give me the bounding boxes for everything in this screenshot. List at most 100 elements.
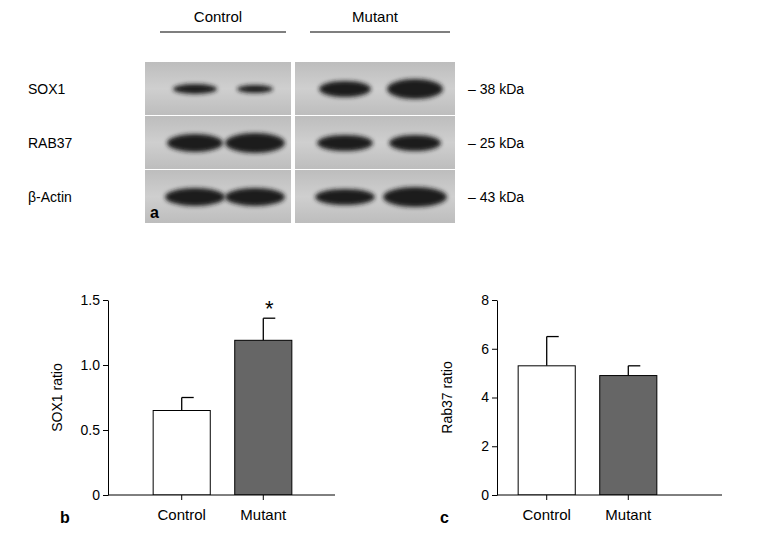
y-tick-mark bbox=[492, 446, 497, 447]
blot-band bbox=[387, 79, 443, 99]
group-label: Mutant bbox=[352, 8, 399, 25]
error-stem bbox=[546, 337, 547, 366]
error-bar bbox=[182, 398, 194, 411]
y-tick: 0.5 bbox=[81, 422, 108, 438]
x-axis: Control Mutant bbox=[108, 495, 335, 523]
error-cap bbox=[547, 336, 559, 337]
blot-band bbox=[317, 135, 373, 151]
blot-band bbox=[225, 133, 285, 153]
x-tick-mark bbox=[546, 495, 547, 500]
figure: ControlMutantSOX1– 38 kDaRAB37– 25 kDaβ-… bbox=[0, 0, 773, 558]
panel-label: a bbox=[150, 204, 159, 221]
y-tick: 1.0 bbox=[81, 357, 108, 373]
y-tick-label: 0 bbox=[92, 487, 100, 503]
plot-area bbox=[153, 318, 292, 495]
y-tick: 6 bbox=[481, 341, 497, 357]
group-line bbox=[310, 31, 450, 32]
x-axis-line bbox=[108, 495, 335, 496]
size-label: – 25 kDa bbox=[468, 135, 524, 151]
y-axis-line bbox=[497, 301, 498, 496]
blot-background bbox=[295, 116, 455, 169]
y-tick-mark bbox=[103, 300, 108, 301]
y-axis-title: Rab37 ratio bbox=[439, 361, 455, 434]
blot-background bbox=[295, 170, 455, 223]
panel-label: b bbox=[60, 509, 70, 526]
x-tick: Mutant bbox=[605, 495, 652, 523]
blot-background bbox=[295, 62, 455, 115]
blot-background bbox=[145, 170, 291, 223]
y-axis: 0 2 4 6 8 bbox=[481, 292, 497, 503]
bar-chart: 0 2 4 6 8 Control Mutant Rab37 ratio c bbox=[439, 292, 722, 526]
bar bbox=[153, 411, 210, 496]
bar bbox=[235, 340, 292, 495]
error-cap bbox=[628, 365, 640, 366]
y-axis-line bbox=[108, 301, 109, 496]
blot-band bbox=[383, 187, 447, 207]
y-tick-mark bbox=[492, 495, 497, 496]
x-tick-mark bbox=[181, 495, 182, 500]
y-tick: 4 bbox=[481, 389, 497, 405]
y-tick-mark bbox=[492, 349, 497, 350]
error-stem bbox=[181, 398, 182, 411]
blot-background bbox=[145, 116, 291, 169]
y-tick-mark bbox=[103, 495, 108, 496]
x-axis-line bbox=[497, 495, 722, 496]
blot-band bbox=[319, 81, 371, 97]
row-label: β-Actin bbox=[28, 189, 72, 205]
y-tick-mark bbox=[103, 430, 108, 431]
y-tick-label: 8 bbox=[481, 292, 489, 308]
row-label: RAB37 bbox=[28, 135, 73, 151]
y-tick-mark bbox=[103, 365, 108, 366]
blot-band bbox=[315, 189, 375, 205]
y-tick-label: 1.0 bbox=[81, 357, 101, 373]
blot-band bbox=[167, 134, 223, 152]
plot-area bbox=[518, 337, 657, 495]
x-tick: Control bbox=[523, 495, 571, 523]
error-bar bbox=[628, 366, 640, 376]
x-tick: Control bbox=[158, 495, 206, 523]
blot-band bbox=[225, 188, 285, 206]
bar-chart: 0 0.5 1.0 1.5 Control Mutant SOX1 ratio b * bbox=[49, 292, 335, 526]
error-bar bbox=[547, 337, 559, 366]
error-cap bbox=[182, 397, 194, 398]
x-tick-label: Control bbox=[523, 506, 571, 523]
annotation: * bbox=[265, 296, 274, 321]
error-bar bbox=[263, 318, 275, 340]
bar bbox=[518, 366, 575, 495]
y-tick: 1.5 bbox=[81, 292, 108, 308]
y-tick: 8 bbox=[481, 292, 497, 308]
blot-panel: ControlMutantSOX1– 38 kDaRAB37– 25 kDaβ-… bbox=[28, 8, 524, 223]
y-tick-label: 1.5 bbox=[81, 292, 101, 308]
y-tick: 2 bbox=[481, 438, 497, 454]
x-tick-label: Mutant bbox=[240, 506, 287, 523]
group-label: Control bbox=[194, 8, 242, 25]
x-tick-label: Mutant bbox=[605, 506, 652, 523]
y-tick-label: 0 bbox=[481, 487, 489, 503]
y-tick-mark bbox=[492, 398, 497, 399]
y-tick-mark bbox=[492, 300, 497, 301]
panel-label: c bbox=[440, 509, 449, 526]
y-tick: 0 bbox=[92, 487, 108, 503]
x-tick: Mutant bbox=[240, 495, 287, 523]
blot-band bbox=[237, 85, 273, 93]
x-tick-mark bbox=[263, 495, 264, 500]
y-tick-label: 6 bbox=[481, 341, 489, 357]
error-stem bbox=[628, 366, 629, 376]
blot-band bbox=[389, 135, 441, 151]
blot-band bbox=[173, 84, 217, 94]
x-tick-label: Control bbox=[158, 506, 206, 523]
y-tick-label: 4 bbox=[481, 389, 489, 405]
group-line bbox=[160, 31, 286, 32]
y-axis-title: SOX1 ratio bbox=[49, 363, 65, 432]
size-label: – 43 kDa bbox=[468, 189, 524, 205]
x-tick-mark bbox=[628, 495, 629, 500]
y-tick-label: 0.5 bbox=[81, 422, 101, 438]
y-tick-label: 2 bbox=[481, 438, 489, 454]
blot-background bbox=[145, 62, 291, 115]
row-label: SOX1 bbox=[28, 81, 66, 97]
y-tick: 0 bbox=[481, 487, 497, 503]
bar bbox=[600, 376, 657, 495]
y-axis: 0 0.5 1.0 1.5 bbox=[81, 292, 109, 503]
error-stem bbox=[263, 318, 264, 340]
blot-band bbox=[165, 188, 225, 206]
